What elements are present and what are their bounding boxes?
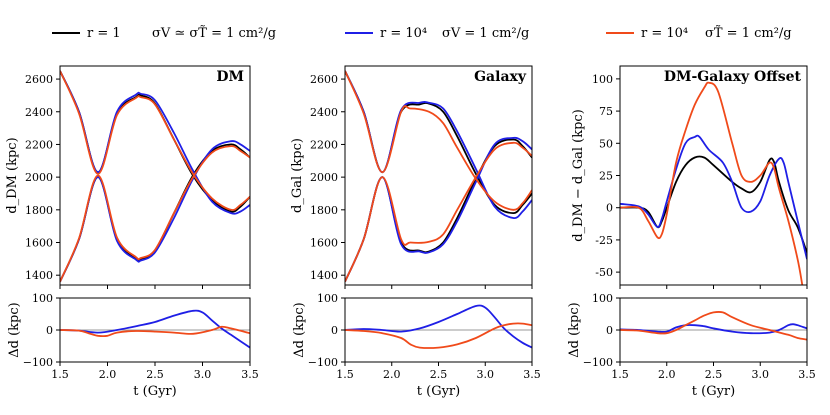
- legend-label-r3: r = 10⁴: [641, 26, 688, 41]
- series-offset-2: [620, 81, 804, 285]
- xtick-label: 1.5: [336, 368, 354, 381]
- xlabel-dm: t (Gyr): [133, 384, 176, 399]
- ylabel-sub-dm: Δd (kpc): [7, 302, 22, 357]
- ytick-label: 2200: [310, 138, 338, 151]
- ytick-label: 1600: [310, 237, 338, 250]
- series-dm-4: [60, 70, 250, 211]
- ytick-label: 25: [599, 170, 613, 183]
- main-lines-dm: [60, 70, 250, 283]
- legend-label-sigma2: σV = 1 cm²/g: [442, 26, 529, 41]
- panels: DM 1400 1600 1800 2000 2200 2400 2600 d_DM (kpc)…: [5, 65, 816, 399]
- ylabel-main-galaxy: d_Gal (kpc): [290, 138, 305, 213]
- ytick-label: 2200: [25, 138, 53, 151]
- ytick-label: 2400: [310, 106, 338, 119]
- ylabel-sub-galaxy: Δd (kpc): [292, 302, 307, 357]
- xtick-label: 2.0: [99, 368, 117, 381]
- sub-ytick-label: −100: [583, 356, 613, 369]
- sub-series-offset-1: [620, 311, 807, 341]
- series-galaxy-5: [345, 141, 532, 283]
- panel-dm: DM 1400 1600 1800 2000 2200 2400 2600 d_DM (kpc)…: [5, 65, 259, 399]
- ytick-label: 75: [599, 105, 613, 118]
- xtick-label: 3.5: [241, 368, 259, 381]
- ytick-label: 1800: [25, 204, 53, 217]
- xtick-label: 2.5: [430, 368, 448, 381]
- series-dm-1: [60, 143, 250, 283]
- series-dm-0: [60, 70, 250, 213]
- ytick-label: -50: [595, 266, 613, 279]
- ylabel-sub-offset: Δd (kpc): [567, 302, 582, 357]
- ytick-label: 1400: [310, 269, 338, 282]
- ytick-label: 2000: [25, 171, 53, 184]
- xlabel-galaxy: t (Gyr): [417, 384, 460, 399]
- main-lines-galaxy: [345, 70, 532, 283]
- xtick-label: 3.0: [477, 368, 495, 381]
- ytick-label: 100: [592, 73, 613, 86]
- legend: r = 1 σV ≃ σT̃ = 1 cm²/g r = 10⁴ σV = 1 …: [52, 25, 792, 41]
- series-galaxy-4: [345, 70, 532, 211]
- ytick-label: 1600: [25, 237, 53, 250]
- sub-ytick-label: 0: [331, 324, 338, 337]
- panel-offset: DM-Galaxy Offset -50 -25 0 25 50 75 100 d_DM − d…: [567, 65, 816, 399]
- panel-title-galaxy: Galaxy: [474, 69, 527, 85]
- sub-ytick-label: 100: [317, 292, 338, 305]
- xtick-label: 3.0: [752, 368, 770, 381]
- panel-galaxy: Galaxy 1400 1600 1800 2000 2200 2400 2600 d_Gal …: [290, 65, 541, 399]
- sub-lines-offset: [620, 311, 807, 341]
- sub-ytick-label: 0: [46, 324, 53, 337]
- sub-series-galaxy-0: [345, 304, 532, 349]
- ytick-label: -25: [595, 234, 613, 247]
- sub-ytick-label: 100: [32, 292, 53, 305]
- xtick-label: 3.5: [798, 368, 816, 381]
- ytick-label: 2000: [310, 171, 338, 184]
- xtick-label: 1.5: [51, 368, 69, 381]
- main-lines-offset: [620, 81, 807, 285]
- xtick-label: 2.5: [705, 368, 723, 381]
- legend-label-sigma1: σV ≃ σT̃ = 1 cm²/g: [152, 25, 276, 41]
- panel-title-dm: DM: [216, 69, 244, 85]
- main-axes-frame-galaxy: [344, 65, 533, 286]
- series-galaxy-3: [345, 136, 532, 283]
- xtick-label: 3.0: [194, 368, 212, 381]
- ylabel-main-offset: d_DM − d_Gal (kpc): [571, 109, 586, 242]
- ytick-label: 50: [599, 137, 613, 150]
- sub-ytick-label: 0: [606, 324, 613, 337]
- sub-series-galaxy-1: [345, 322, 532, 349]
- legend-label-r1: r = 1: [87, 26, 121, 41]
- series-galaxy-0: [345, 70, 532, 215]
- xtick-label: 2.5: [146, 368, 164, 381]
- ytick-label: 1800: [310, 204, 338, 217]
- xtick-label: 1.5: [611, 368, 629, 381]
- legend-label-r2: r = 10⁴: [380, 26, 427, 41]
- main-axes-frame-offset: [619, 65, 808, 286]
- ytick-label: 0: [606, 202, 613, 215]
- sub-series-offset-0: [620, 323, 807, 335]
- xtick-label: 3.5: [523, 368, 541, 381]
- ytick-label: 2600: [310, 73, 338, 86]
- series-dm-2: [60, 70, 250, 215]
- sub-ytick-label: −100: [23, 356, 53, 369]
- xtick-label: 2.0: [658, 368, 676, 381]
- sub-ytick-label: 100: [592, 292, 613, 305]
- sub-ytick-label: −100: [308, 356, 338, 369]
- panel-title-offset: DM-Galaxy Offset: [664, 69, 802, 85]
- series-dm-5: [60, 145, 250, 283]
- legend-label-sigma3: σT̃ = 1 cm²/g: [705, 25, 792, 41]
- sub-lines-dm: [60, 309, 250, 349]
- sub-lines-galaxy: [345, 304, 532, 349]
- sub-series-dm-1: [60, 325, 250, 338]
- xlabel-offset: t (Gyr): [692, 384, 735, 399]
- sub-series-dm-0: [60, 309, 250, 349]
- ytick-label: 1400: [25, 269, 53, 282]
- ylabel-main-dm: d_DM (kpc): [5, 137, 20, 213]
- series-offset-1: [620, 134, 807, 260]
- series-offset-0: [620, 155, 807, 254]
- xtick-label: 2.0: [383, 368, 401, 381]
- series-dm-3: [60, 140, 250, 283]
- ytick-label: 2400: [25, 106, 53, 119]
- ytick-label: 2600: [25, 73, 53, 86]
